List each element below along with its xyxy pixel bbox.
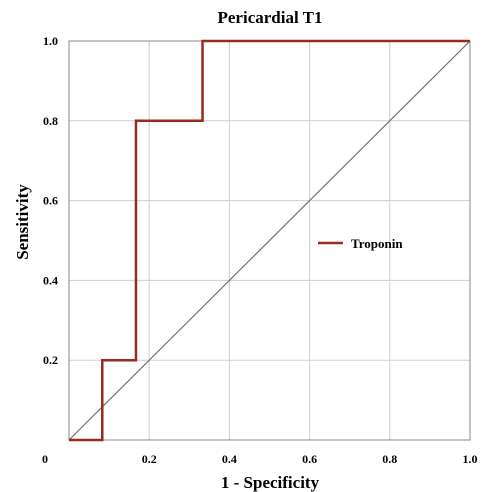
x-tick-label: 0.4: [222, 452, 237, 466]
x-tick-label: 0.6: [302, 452, 317, 466]
x-axis-label: 1 - Specificity: [221, 473, 320, 492]
y-tick-labels: 0.2 0.4 0.6 0.8 1.0: [43, 34, 58, 367]
legend: Troponin: [318, 236, 403, 251]
y-tick-label: 0.4: [43, 273, 58, 287]
x-tick-label: 0: [42, 452, 48, 466]
legend-label-troponin: Troponin: [351, 236, 403, 251]
x-tick-label: 1.0: [463, 452, 478, 466]
reference-diagonal: [68, 40, 471, 441]
x-tick-labels: 0 0.2 0.4 0.6 0.8 1.0: [42, 452, 478, 466]
x-tick-label: 0.8: [382, 452, 397, 466]
y-tick-label: 0.6: [43, 194, 58, 208]
chart-title: Pericardial T1: [218, 8, 323, 27]
y-tick-label: 0.2: [43, 353, 58, 367]
y-tick-label: 1.0: [43, 34, 58, 48]
y-tick-label: 0.8: [43, 114, 58, 128]
x-tick-label: 0.2: [142, 452, 157, 466]
y-axis-label: Sensitivity: [13, 184, 32, 260]
series-line-troponin: [69, 39, 470, 442]
